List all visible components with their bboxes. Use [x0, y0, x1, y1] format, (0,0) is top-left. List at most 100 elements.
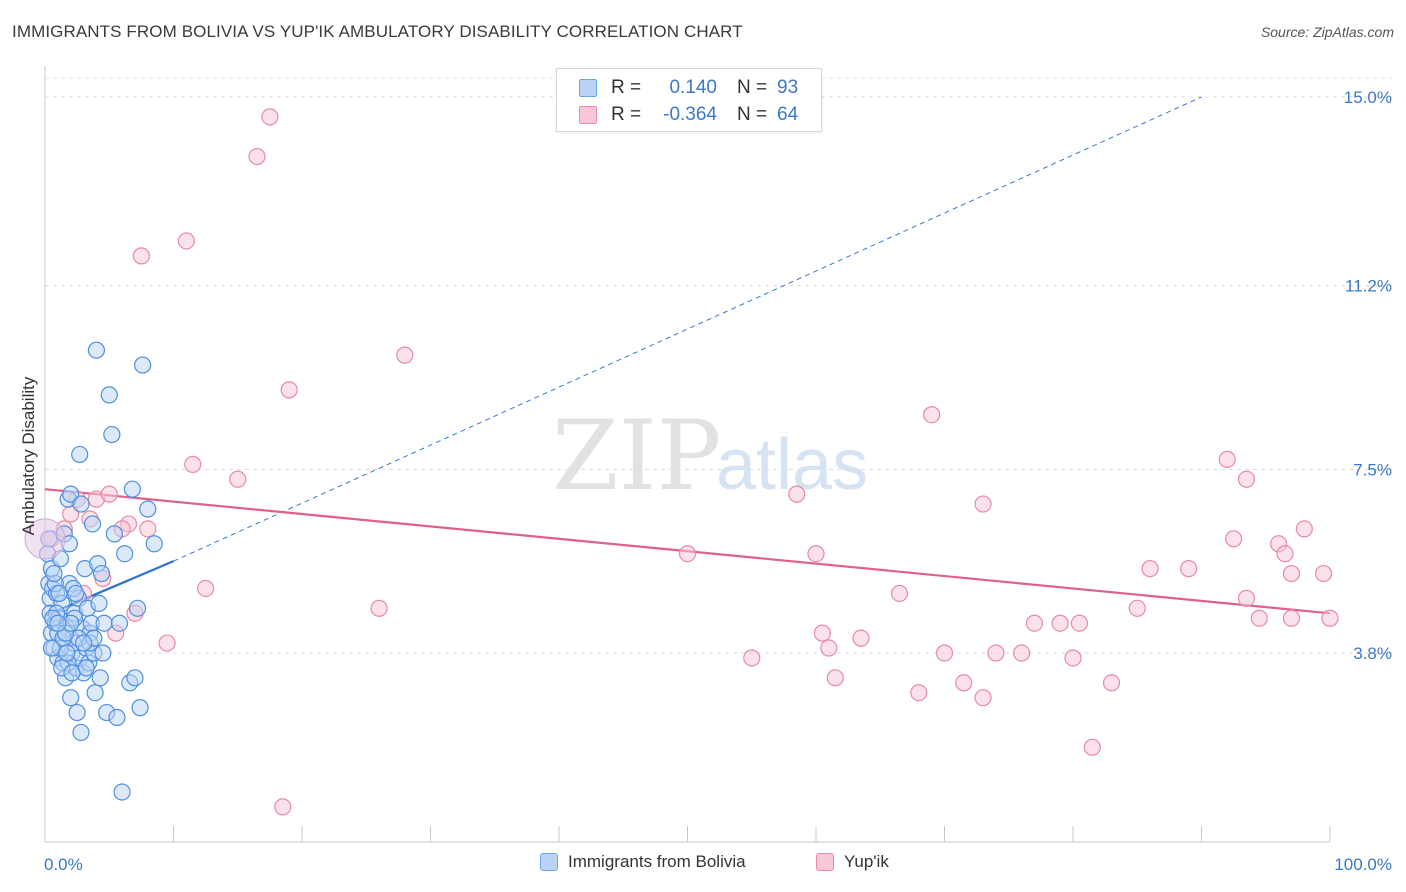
- yupik-point: [1128, 599, 1146, 617]
- bolivia-point: [91, 669, 109, 687]
- bolivia-point: [94, 644, 112, 662]
- bolivia-point: [126, 669, 144, 687]
- yupik-point: [139, 520, 157, 538]
- bolivia-point: [50, 584, 68, 603]
- yupik-point: [852, 629, 870, 647]
- r-value: 0.140: [669, 77, 717, 98]
- n-label: N =: [737, 104, 768, 125]
- tick-labels: 3.8% 7.5% 11.2% 15.0% 0.0% 100.0%: [44, 88, 1392, 874]
- n-value: 93: [777, 77, 799, 98]
- yupik-point: [987, 644, 1005, 662]
- axes: [44, 66, 1331, 843]
- x-tick-label: 100.0%: [1334, 855, 1392, 874]
- r-label: R =: [611, 77, 642, 98]
- y-tick-label: 3.8%: [1353, 644, 1392, 663]
- yupik-point: [177, 232, 195, 250]
- stats-box: R = 0.140 N = 93 R = -0.364 N = 64: [556, 68, 822, 132]
- bolivia-point: [113, 783, 131, 801]
- yupik-point: [1282, 564, 1301, 583]
- yupik-point: [1012, 644, 1031, 662]
- bolivia-point: [67, 584, 85, 603]
- r-value: -0.364: [663, 104, 717, 125]
- yupik-point: [678, 545, 697, 563]
- r-label: R =: [611, 104, 642, 125]
- yupik-point: [974, 689, 992, 707]
- y-axis-label: Ambulatory Disability: [19, 376, 38, 535]
- yupik-point: [955, 674, 973, 692]
- yupik-point: [820, 639, 838, 657]
- yupik-point: [1225, 530, 1243, 548]
- bolivia-point: [105, 525, 123, 543]
- bolivia-point: [83, 515, 102, 533]
- overlap-blob: [24, 518, 66, 560]
- yupik-point: [248, 147, 266, 166]
- yupik-point: [197, 579, 215, 598]
- yupik-point: [788, 485, 806, 503]
- yupik-point: [1025, 614, 1044, 632]
- bolivia-point: [108, 708, 126, 727]
- yupik-point: [158, 634, 176, 652]
- chart-title: IMMIGRANTS FROM BOLIVIA VS YUP'IK AMBULA…: [12, 22, 743, 41]
- source-note: Source: ZipAtlas.com: [1260, 24, 1394, 40]
- trend-lines: [44, 96, 1331, 617]
- bolivia-point: [86, 684, 104, 702]
- stats-swatch-yupik: [579, 106, 597, 124]
- yupik-point: [396, 346, 414, 364]
- yupik-point: [890, 584, 909, 603]
- legend-swatch-bolivia: [540, 853, 558, 871]
- bolivia-point: [72, 495, 90, 513]
- y-tick-label: 11.2%: [1345, 277, 1392, 296]
- yupik-point: [1064, 649, 1082, 667]
- yupik-point: [826, 669, 844, 687]
- legend-item-bolivia[interactable]: Immigrants from Bolivia: [540, 852, 746, 872]
- yupik-point: [807, 545, 825, 563]
- legend-label-yupik: Yup'ik: [844, 852, 889, 871]
- yupik-point: [1282, 609, 1301, 627]
- stats-swatch-bolivia: [579, 79, 597, 97]
- bolivia-point: [68, 703, 86, 722]
- watermark-zip: ZIP: [552, 400, 721, 512]
- yupik-point: [132, 247, 150, 265]
- bolivia-point: [42, 639, 61, 657]
- bolivia-point: [123, 480, 141, 498]
- yupik-point: [1314, 564, 1333, 583]
- bolivia-point: [92, 564, 111, 583]
- bolivia-point: [131, 699, 149, 717]
- bolivia-point: [90, 594, 108, 612]
- bolivia-point: [62, 689, 80, 707]
- bolivia-point: [128, 599, 147, 617]
- bolivia-point: [100, 386, 118, 404]
- yupik-point: [935, 644, 954, 662]
- yupik-point: [813, 624, 832, 642]
- bolivia-point: [145, 535, 163, 553]
- yupik-point: [1102, 674, 1121, 692]
- yupik-point: [1237, 589, 1256, 607]
- yupik-point: [229, 470, 247, 488]
- legend-label-bolivia: Immigrants from Bolivia: [568, 852, 746, 871]
- bolivia-point: [116, 545, 134, 563]
- bolivia-point: [71, 445, 89, 464]
- yupik-point: [923, 406, 941, 424]
- yupik-point: [1295, 520, 1313, 538]
- yupik-point: [274, 798, 292, 816]
- legend-item-yupik[interactable]: Yup'ik: [816, 852, 889, 872]
- y-tick-label: 15.0%: [1344, 88, 1392, 107]
- bolivia-point: [45, 564, 63, 583]
- stats-row-yupik: R = -0.364 N = 64: [579, 104, 798, 126]
- bolivia-point: [49, 614, 67, 632]
- bolivia-point: [87, 341, 106, 359]
- yupik-point: [974, 495, 992, 513]
- yupik-point: [1180, 560, 1198, 578]
- bolivia-point: [74, 634, 93, 652]
- bolivia-point: [63, 664, 81, 682]
- n-label: N =: [737, 77, 768, 98]
- stats-row-bolivia: R = 0.140 N = 93: [579, 77, 798, 99]
- x-tick-label: 0.0%: [44, 855, 83, 874]
- bolivia-point: [139, 500, 157, 518]
- yupik-point: [1141, 560, 1159, 578]
- yupik-point: [370, 599, 388, 617]
- bolivia-point: [110, 614, 129, 632]
- yupik-point: [1237, 470, 1256, 488]
- yupik-point: [280, 381, 298, 399]
